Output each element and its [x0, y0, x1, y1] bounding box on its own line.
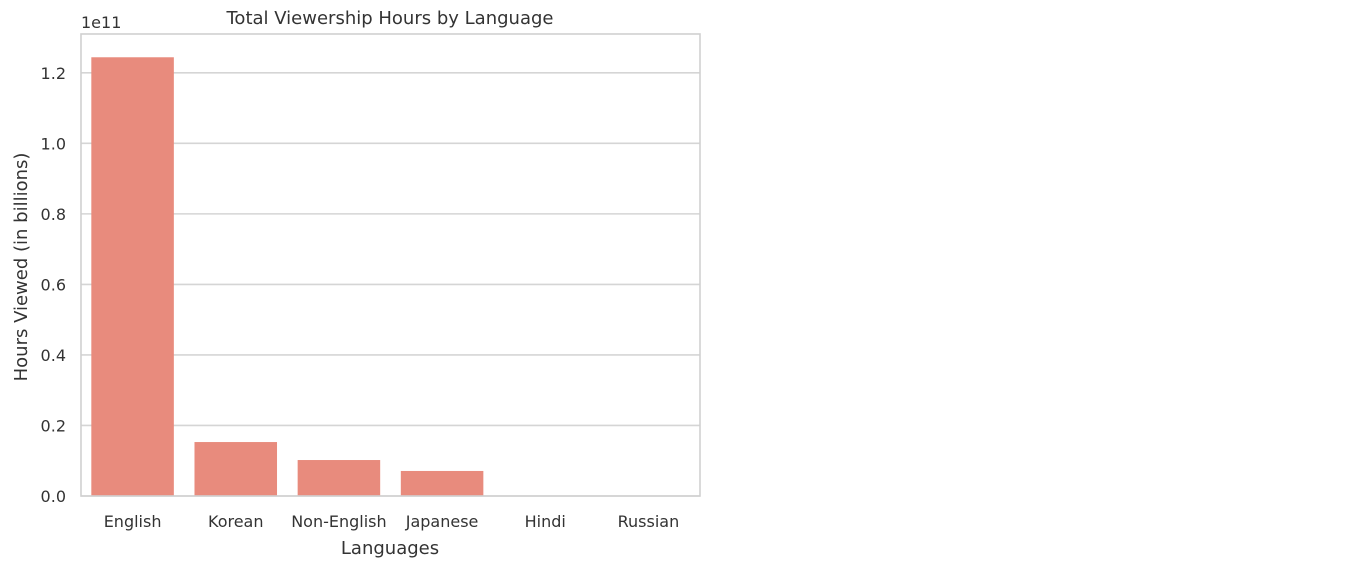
- x-tick-label: Non-English: [291, 512, 386, 531]
- bar-korean: [194, 442, 278, 496]
- grid-lines: [81, 71, 700, 497]
- y-tick-label: 0.4: [41, 346, 66, 365]
- plot-frame: [80, 33, 701, 497]
- x-tick-label: Japanese: [405, 512, 479, 531]
- bar-english: [91, 57, 174, 496]
- x-axis-title: Languages: [341, 538, 439, 559]
- x-tick-labels: English Korean Non-English Japanese Hindi Rus…: [104, 512, 680, 531]
- bar-japanese: [400, 470, 484, 496]
- y-tick-label: 0.6: [41, 275, 66, 294]
- y-tick-label: 0.2: [41, 416, 66, 435]
- bar-non-english: [297, 460, 381, 496]
- bars: [91, 57, 484, 496]
- y-tick-label: 1.0: [41, 134, 66, 153]
- x-tick-label: Russian: [618, 512, 680, 531]
- y-axis-title: Hours Viewed (in billions): [11, 153, 32, 382]
- y-tick-labels: 0.0 0.2 0.4 0.6 0.8 1.0 1.2: [41, 64, 66, 506]
- x-tick-label: English: [104, 512, 162, 531]
- y-tick-label: 0.8: [41, 205, 66, 224]
- chart-title: Total Viewership Hours by Language: [226, 8, 554, 29]
- x-tick-label: Hindi: [525, 512, 566, 531]
- y-axis-offset-label: 1e11: [81, 13, 121, 32]
- x-tick-label: Korean: [208, 512, 264, 531]
- y-tick-label: 0.0: [41, 487, 66, 506]
- y-tick-label: 1.2: [41, 64, 66, 83]
